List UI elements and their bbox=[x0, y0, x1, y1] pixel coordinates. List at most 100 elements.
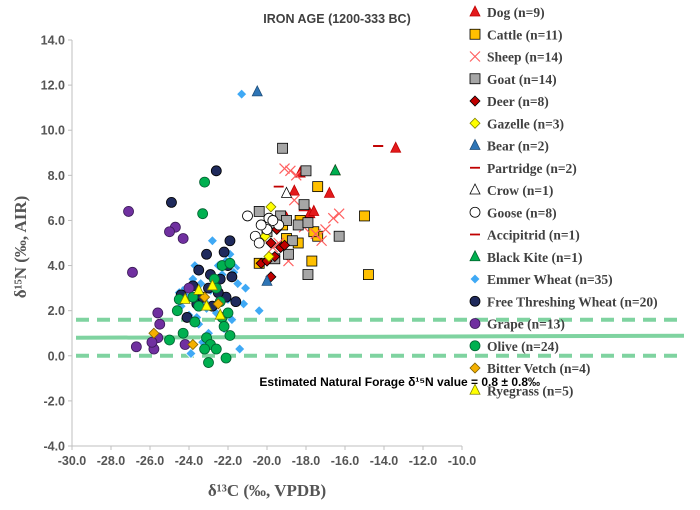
data-point bbox=[277, 142, 289, 154]
data-point bbox=[224, 257, 236, 269]
y-tick-label: -4.0 bbox=[43, 440, 65, 454]
legend-marker bbox=[469, 28, 481, 40]
legend-marker bbox=[469, 340, 481, 352]
data-point bbox=[193, 283, 205, 295]
axes: -30.0 -28.0 -26.0 -24.0 -22.0 -20.0 -18.0 -16.0… bbox=[41, 34, 477, 469]
legend-label: Goose (n=8) bbox=[487, 205, 557, 220]
legend-label: Bitter Vetch (n=4) bbox=[487, 361, 590, 376]
data-point bbox=[263, 250, 275, 263]
data-point bbox=[127, 266, 138, 278]
data-point bbox=[146, 336, 158, 348]
data-point bbox=[300, 165, 312, 177]
data-point bbox=[329, 163, 341, 176]
data-point bbox=[265, 237, 277, 249]
series-group bbox=[242, 210, 285, 249]
data-point bbox=[199, 176, 211, 188]
legend-marker bbox=[469, 183, 481, 195]
legend-label: Grape (n=13) bbox=[487, 317, 565, 332]
data-point bbox=[308, 204, 320, 216]
forage-mean-line bbox=[75, 333, 685, 340]
data-point bbox=[203, 357, 214, 368]
data-point bbox=[265, 201, 277, 213]
data-point bbox=[210, 343, 222, 355]
data-point bbox=[359, 210, 370, 222]
data-point bbox=[253, 206, 265, 217]
natural-forage-annotation: Estimated Natural Forage δ¹⁵N value = 0.… bbox=[259, 375, 540, 389]
data-point bbox=[123, 206, 134, 217]
data-point bbox=[183, 282, 195, 294]
data-point bbox=[164, 334, 175, 346]
data-point bbox=[222, 307, 234, 319]
data-points bbox=[123, 84, 402, 368]
x-tick-label: -12.0 bbox=[409, 454, 438, 468]
data-point bbox=[199, 343, 211, 355]
x-tick-label: -24.0 bbox=[175, 454, 204, 468]
data-point bbox=[312, 181, 324, 193]
x-tick-label: -20.0 bbox=[253, 454, 282, 468]
series-group bbox=[329, 163, 341, 176]
data-point bbox=[306, 255, 318, 267]
data-point bbox=[234, 343, 246, 355]
y-tick-label: 2.0 bbox=[48, 304, 65, 318]
data-point bbox=[279, 163, 290, 174]
series-group bbox=[251, 84, 273, 286]
data-point bbox=[218, 321, 230, 332]
legend-label: Accipitrid (n=1) bbox=[487, 228, 580, 243]
legend-label: Cattle (n=11) bbox=[487, 27, 563, 42]
data-point bbox=[187, 338, 199, 351]
data-point bbox=[290, 169, 302, 181]
legend-label: Goat (n=14) bbox=[487, 72, 557, 87]
legend-label: Dog (n=9) bbox=[487, 5, 545, 20]
series-group bbox=[148, 291, 224, 351]
chart-title: IRON AGE (1200-333 BC) bbox=[263, 12, 411, 26]
data-point bbox=[152, 307, 164, 319]
legend-marker bbox=[469, 138, 481, 150]
x-tick-label: -22.0 bbox=[214, 454, 243, 468]
data-point bbox=[288, 184, 300, 196]
data-point bbox=[320, 224, 331, 235]
x-tick-label: -16.0 bbox=[331, 454, 360, 468]
legend-label: Crow (n=1) bbox=[487, 183, 553, 198]
data-point bbox=[210, 165, 222, 177]
legend-label: Emmer Wheat (n=35) bbox=[487, 272, 613, 287]
data-point bbox=[327, 212, 339, 224]
data-point bbox=[284, 165, 296, 177]
data-point bbox=[278, 239, 291, 251]
data-point bbox=[214, 308, 226, 320]
legend-label: Gazelle (n=3) bbox=[487, 116, 564, 131]
y-tick-label: 10.0 bbox=[41, 124, 65, 138]
data-point bbox=[185, 347, 197, 360]
y-tick-label: 0.0 bbox=[48, 349, 65, 363]
legend-marker bbox=[469, 318, 481, 329]
data-point bbox=[189, 316, 201, 328]
data-point bbox=[230, 296, 242, 308]
data-point bbox=[177, 233, 189, 244]
x-tick-label: -30.0 bbox=[58, 454, 87, 468]
x-tick-label: -28.0 bbox=[97, 454, 126, 468]
legend-marker bbox=[469, 249, 481, 262]
legend-marker bbox=[469, 51, 481, 62]
data-point bbox=[255, 219, 267, 231]
data-point bbox=[251, 84, 263, 97]
data-point bbox=[253, 305, 265, 317]
data-point bbox=[298, 199, 310, 211]
data-point bbox=[177, 327, 189, 339]
data-point bbox=[206, 278, 219, 291]
data-point bbox=[261, 274, 273, 286]
x-tick-label: -14.0 bbox=[370, 454, 399, 468]
data-point bbox=[302, 269, 314, 280]
data-point bbox=[292, 219, 304, 231]
reference-lines bbox=[75, 317, 685, 358]
data-point bbox=[224, 330, 236, 341]
legend-label: Black Kite (n=1) bbox=[487, 250, 582, 265]
data-point bbox=[130, 341, 142, 353]
legend-marker bbox=[469, 362, 481, 374]
data-point bbox=[362, 269, 374, 280]
data-point bbox=[333, 230, 345, 242]
data-point bbox=[206, 235, 218, 247]
data-point bbox=[242, 210, 253, 222]
y-axis-title: δ¹⁵N (‰, AIR) bbox=[11, 196, 30, 299]
data-point bbox=[232, 278, 244, 290]
data-point bbox=[193, 264, 205, 276]
